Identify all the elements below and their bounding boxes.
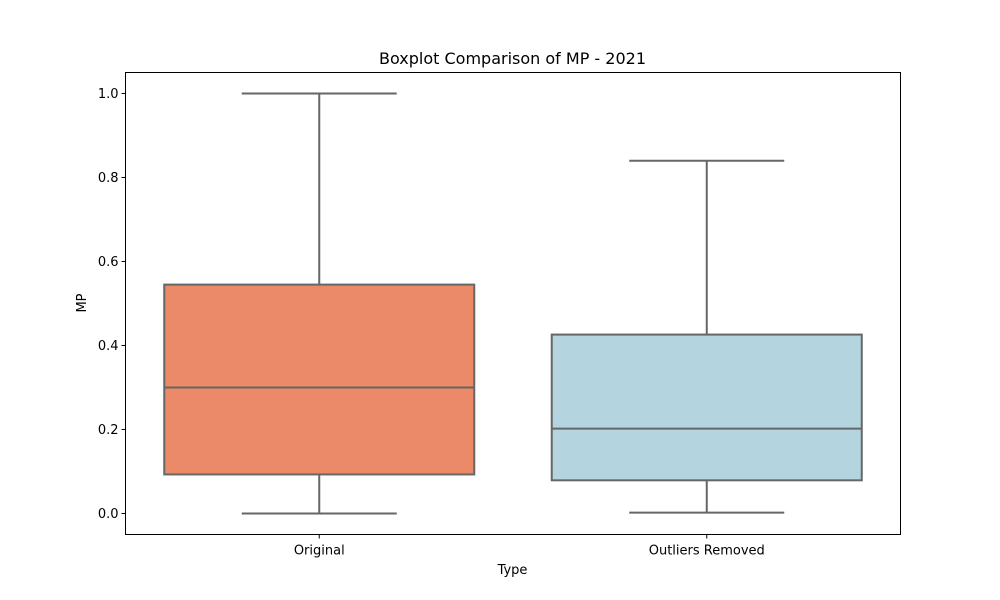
y-axis-label: MP [75,293,90,312]
x-axis-label: Type [497,563,528,578]
box-group [163,92,476,515]
chart-title: Boxplot Comparison of MP - 2021 [379,49,646,68]
iqr-box [550,333,863,482]
x-tick-label: Original [294,544,345,559]
x-tick-label: Outliers Removed [649,544,765,559]
y-tick-label: 0.0 [98,507,119,522]
y-tick-label: 0.6 [98,255,119,270]
plot-frame [125,72,901,535]
y-axis: 0.0 0.2 0.4 0.6 0.8 1.0 [98,87,126,522]
y-tick-label: 1.0 [98,87,119,102]
iqr-box [163,283,476,476]
box-group [550,159,863,514]
y-tick-label: 0.4 [98,339,119,354]
y-tick-label: 0.2 [98,423,119,438]
plot-area [163,92,863,515]
x-axis: Original Outliers Removed [294,534,765,559]
y-tick-label: 0.8 [98,171,119,186]
